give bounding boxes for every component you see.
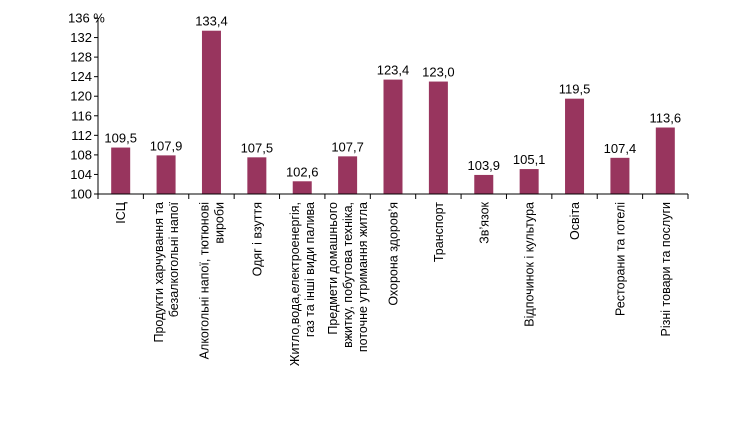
bar xyxy=(519,169,539,194)
y-tick-label: 120 xyxy=(70,89,92,104)
category-label-line: газ та інші види палива xyxy=(303,202,317,337)
y-axis: 100 104 108 112 116 120 124 128 132 136 % xyxy=(68,11,105,202)
y-tick-label: 104 xyxy=(70,167,92,182)
category-label-line: Транспорт xyxy=(432,202,446,262)
data-label: 113,6 xyxy=(650,111,682,126)
data-label: 123,4 xyxy=(377,63,410,78)
data-labels-group: 109,5 107,9 133,4 107,5 102,6 107,7 123,4 123,0… xyxy=(104,14,681,180)
category-label: Житло,вода,електроенергія,газ та інші ви… xyxy=(288,202,317,366)
data-label: 107,9 xyxy=(150,138,183,153)
category-label: Ресторани та готелі xyxy=(613,202,627,316)
category-label-line: ІСЦ xyxy=(114,201,128,224)
category-label: Відпочинок і культура xyxy=(523,202,537,327)
category-label: Предмети домашньоговжитку, побутова техн… xyxy=(326,202,370,352)
bar xyxy=(428,81,448,194)
data-label: 109,5 xyxy=(104,131,137,146)
y-tick-label: 124 xyxy=(70,69,92,84)
bar xyxy=(156,155,176,194)
data-label: 103,9 xyxy=(467,158,500,173)
category-label-line: вжитку, побутова техніка, xyxy=(341,202,355,348)
category-label: Освіта xyxy=(568,202,582,240)
category-label-line: Зв’язок xyxy=(477,201,491,243)
bar xyxy=(610,157,630,194)
y-tick-label: 108 xyxy=(70,147,92,162)
category-labels-group: ІСЦ Продукти харчування табезалкогольні н… xyxy=(114,201,673,366)
category-label-line: поточне утримання житла xyxy=(356,202,370,352)
bar xyxy=(111,147,131,194)
category-label: Алкогольні напої, тютюновівироби xyxy=(197,202,226,359)
category-label-line: Предмети домашнього xyxy=(326,202,340,335)
category-label-line: Продукти харчування та xyxy=(152,202,166,343)
category-label: ІСЦ xyxy=(114,201,128,224)
category-label-line: Охорона здоров’я xyxy=(387,202,401,306)
y-tick-label: 100 xyxy=(70,187,92,202)
data-label: 107,7 xyxy=(331,139,364,154)
x-axis xyxy=(97,193,689,199)
y-tick-label-with-unit: 136 % xyxy=(68,11,105,26)
bars-group xyxy=(111,30,675,195)
category-label: Транспорт xyxy=(432,202,446,262)
y-tick-label: 116 xyxy=(71,108,92,123)
data-label: 107,4 xyxy=(604,141,637,156)
y-tick-label: 132 xyxy=(70,30,92,45)
category-label: Продукти харчування табезалкогольні напо… xyxy=(152,201,181,342)
category-label-line: вироби xyxy=(212,202,226,244)
category-label-line: Ресторани та готелі xyxy=(613,202,627,316)
bar xyxy=(655,127,675,194)
bar xyxy=(292,181,312,194)
bar xyxy=(474,174,494,194)
data-label: 107,5 xyxy=(241,140,274,155)
bar xyxy=(247,157,267,194)
data-label: 133,4 xyxy=(195,14,228,29)
category-label: Одяг і взуття xyxy=(250,202,264,276)
category-label-line: Житло,вода,електроенергія, xyxy=(288,202,302,366)
bar xyxy=(338,156,358,194)
category-label: Охорона здоров’я xyxy=(387,202,401,306)
category-label: Різні товари та послуги xyxy=(659,202,673,336)
category-label-line: Одяг і взуття xyxy=(250,202,264,276)
category-label-line: безалкогольні напої xyxy=(167,201,181,317)
category-label-line: Відпочинок і культура xyxy=(523,202,537,327)
data-label: 105,1 xyxy=(513,152,546,167)
data-label: 119,5 xyxy=(559,82,591,97)
y-tick-label: 112 xyxy=(71,128,92,143)
bar xyxy=(383,79,403,194)
y-tick-label: 128 xyxy=(70,50,92,65)
data-label: 123,0 xyxy=(422,65,455,80)
category-label: Зв’язок xyxy=(477,201,491,243)
category-label-line: Різні товари та послуги xyxy=(659,202,673,336)
bar xyxy=(565,98,585,194)
data-label: 102,6 xyxy=(286,164,319,179)
bar xyxy=(201,30,221,195)
category-label-line: Освіта xyxy=(568,202,582,240)
category-label-line: Алкогольні напої, тютюнові xyxy=(197,202,211,359)
